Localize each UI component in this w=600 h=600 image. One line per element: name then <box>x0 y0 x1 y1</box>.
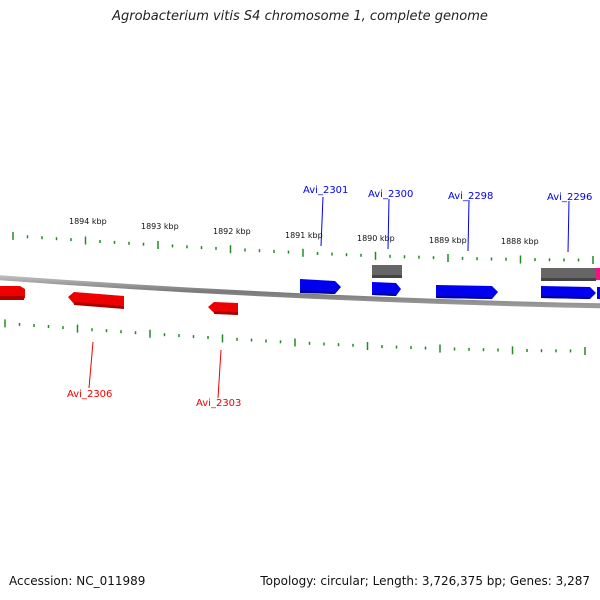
outer-tick-track <box>12 231 594 264</box>
scale-label-1891: 1891 kbp <box>285 231 323 240</box>
leader-avi-2301 <box>320 196 324 247</box>
label-avi-2301[interactable]: Avi_2301 <box>303 185 348 196</box>
gene-avi-2306[interactable] <box>68 292 124 309</box>
gene-avi-2298[interactable] <box>436 285 498 299</box>
reverse-gene-labels: Avi_2306 Avi_2303 <box>67 389 241 409</box>
gene-partial-right[interactable] <box>597 287 600 299</box>
forward-gene-leaders <box>320 196 570 253</box>
label-avi-2306[interactable]: Avi_2306 <box>67 389 112 400</box>
leader-avi-2306 <box>88 341 94 389</box>
gene-avi-2307[interactable] <box>0 286 25 300</box>
chromosome-backbone <box>0 275 600 309</box>
label-avi-2303[interactable]: Avi_2303 <box>196 398 241 409</box>
scale-label-1893: 1893 kbp <box>141 222 179 231</box>
gene-avi-2296[interactable] <box>541 286 596 299</box>
leader-avi-2298 <box>467 199 470 252</box>
reverse-gene-leaders <box>88 341 222 399</box>
forward-gene-labels: Avi_2301 Avi_2300 Avi_2298 Avi_2296 <box>303 185 592 203</box>
scale-label-1892: 1892 kbp <box>213 227 251 236</box>
leader-avi-2300 <box>387 198 390 250</box>
gene-avi-2300[interactable] <box>372 282 401 296</box>
label-avi-2300[interactable]: Avi_2300 <box>368 189 413 200</box>
inner-tick-track <box>4 319 586 355</box>
genome-title: Agrobacterium vitis S4 chromosome 1, com… <box>112 9 488 24</box>
other-features <box>372 265 600 281</box>
scale-labels: 1894 kbp 1893 kbp 1892 kbp 1891 kbp 1890… <box>69 217 539 246</box>
scale-label-1889: 1889 kbp <box>429 236 467 245</box>
scale-label-1894: 1894 kbp <box>69 217 107 226</box>
leader-avi-2296 <box>567 200 570 253</box>
genome-summary: Topology: circular; Length: 3,726,375 bp… <box>260 574 590 588</box>
leader-avi-2303 <box>217 349 222 399</box>
scale-label-1888: 1888 kbp <box>501 237 539 246</box>
feature-highlight[interactable] <box>596 268 600 280</box>
label-avi-2298[interactable]: Avi_2298 <box>448 191 493 202</box>
gene-avi-2301[interactable] <box>300 279 341 294</box>
scale-label-1890: 1890 kbp <box>357 234 395 243</box>
feature-gray-1[interactable] <box>372 265 402 278</box>
label-avi-2296[interactable]: Avi_2296 <box>547 192 592 203</box>
reverse-strand-genes <box>0 286 238 315</box>
forward-strand-genes <box>300 279 600 299</box>
feature-gray-2[interactable] <box>541 268 596 281</box>
gene-avi-2303[interactable] <box>208 302 238 315</box>
accession-label: Accession: NC_011989 <box>9 574 146 588</box>
